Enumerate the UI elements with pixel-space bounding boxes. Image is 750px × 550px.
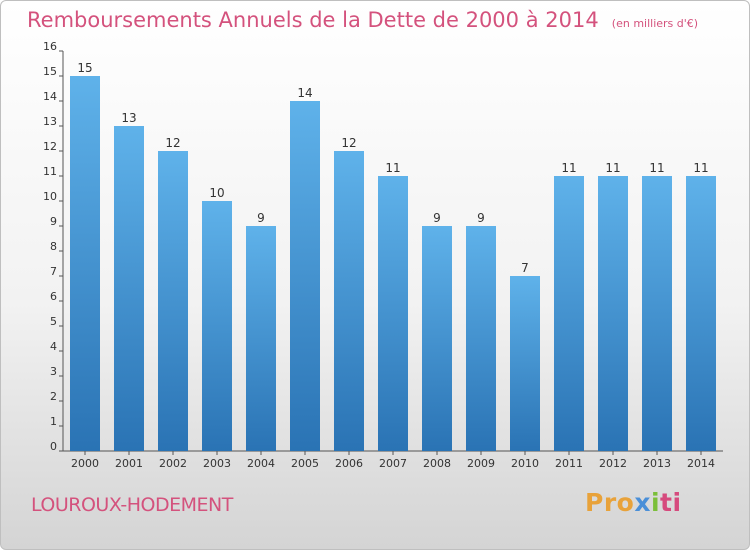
y-tick-label: 1 xyxy=(50,415,57,428)
bar-2010 xyxy=(510,276,540,451)
x-tick-label: 2001 xyxy=(115,457,143,470)
x-tick-label: 2000 xyxy=(71,457,99,470)
y-tick-label: 11 xyxy=(43,165,57,178)
bar-2000 xyxy=(70,76,100,451)
bar-2003 xyxy=(202,201,232,451)
bar-value-label: 10 xyxy=(209,186,224,200)
x-tick-label: 2010 xyxy=(511,457,539,470)
y-tick-label: 0 xyxy=(50,440,57,453)
y-tick-label: 8 xyxy=(50,240,57,253)
bar-value-label: 12 xyxy=(165,136,180,150)
x-tick-label: 2011 xyxy=(555,457,583,470)
bar-2013 xyxy=(642,176,672,451)
x-tick-label: 2005 xyxy=(291,457,319,470)
bar-value-label: 9 xyxy=(257,211,265,225)
logo-part-x: x xyxy=(634,488,651,517)
bar-value-label: 7 xyxy=(521,261,529,275)
y-tick-label: 9 xyxy=(50,215,57,228)
y-tick-label: 2 xyxy=(50,390,57,403)
bar-2005 xyxy=(290,101,320,451)
y-tick-label: 12 xyxy=(43,140,57,153)
chart-unit-note: (en milliers d'€) xyxy=(611,17,699,30)
bar-2012 xyxy=(598,176,628,451)
bar-value-label: 14 xyxy=(297,86,312,100)
x-tick-label: 2014 xyxy=(687,457,715,470)
bar-2004 xyxy=(246,226,276,451)
bar-2008 xyxy=(422,226,452,451)
bar-value-label: 9 xyxy=(477,211,485,225)
bar-value-label: 11 xyxy=(561,161,576,175)
x-tick-label: 2003 xyxy=(203,457,231,470)
y-tick-label: 5 xyxy=(50,315,57,328)
commune-name: LOUROUX-HODEMENT xyxy=(31,494,233,516)
x-tick-label: 2002 xyxy=(159,457,187,470)
bar-value-label: 11 xyxy=(385,161,400,175)
bar-value-label: 15 xyxy=(77,61,92,75)
chart-title-main: Remboursements Annuels de la Dette de 20… xyxy=(27,8,599,32)
bar-value-label: 11 xyxy=(605,161,620,175)
x-tick-label: 2006 xyxy=(335,457,363,470)
y-tick-label: 4 xyxy=(50,340,57,353)
y-tick-label: 3 xyxy=(50,365,57,378)
chart-title: Remboursements Annuels de la Dette de 20… xyxy=(27,8,698,32)
logo-part-i: i xyxy=(650,488,661,517)
bar-value-label: 12 xyxy=(341,136,356,150)
logo-part-pro: Pro xyxy=(585,488,635,517)
x-tick-label: 2004 xyxy=(247,457,275,470)
x-tick-label: 2008 xyxy=(423,457,451,470)
y-tick-label: 15 xyxy=(43,65,57,78)
bar-2011 xyxy=(554,176,584,451)
x-tick-label: 2007 xyxy=(379,457,407,470)
bar-2009 xyxy=(466,226,496,451)
bar-2014 xyxy=(686,176,716,451)
bar-2007 xyxy=(378,176,408,451)
bar-2006 xyxy=(334,151,364,451)
proxiti-logo: Proxiti xyxy=(585,488,682,517)
x-tick-label: 2012 xyxy=(599,457,627,470)
y-tick-label: 14 xyxy=(43,90,57,103)
y-tick-label: 7 xyxy=(50,265,57,278)
bar-value-label: 13 xyxy=(121,111,136,125)
x-tick-label: 2009 xyxy=(467,457,495,470)
y-tick-label: 6 xyxy=(50,290,57,303)
bar-value-label: 11 xyxy=(693,161,708,175)
y-tick-label: 13 xyxy=(43,115,57,128)
bar-value-label: 11 xyxy=(649,161,664,175)
y-tick-label: 16 xyxy=(43,40,57,53)
y-tick-label: 10 xyxy=(43,190,57,203)
bar-value-label: 9 xyxy=(433,211,441,225)
x-tick-label: 2013 xyxy=(643,457,671,470)
bar-2002 xyxy=(158,151,188,451)
bar-2001 xyxy=(114,126,144,451)
logo-part-ti: ti xyxy=(660,488,682,517)
